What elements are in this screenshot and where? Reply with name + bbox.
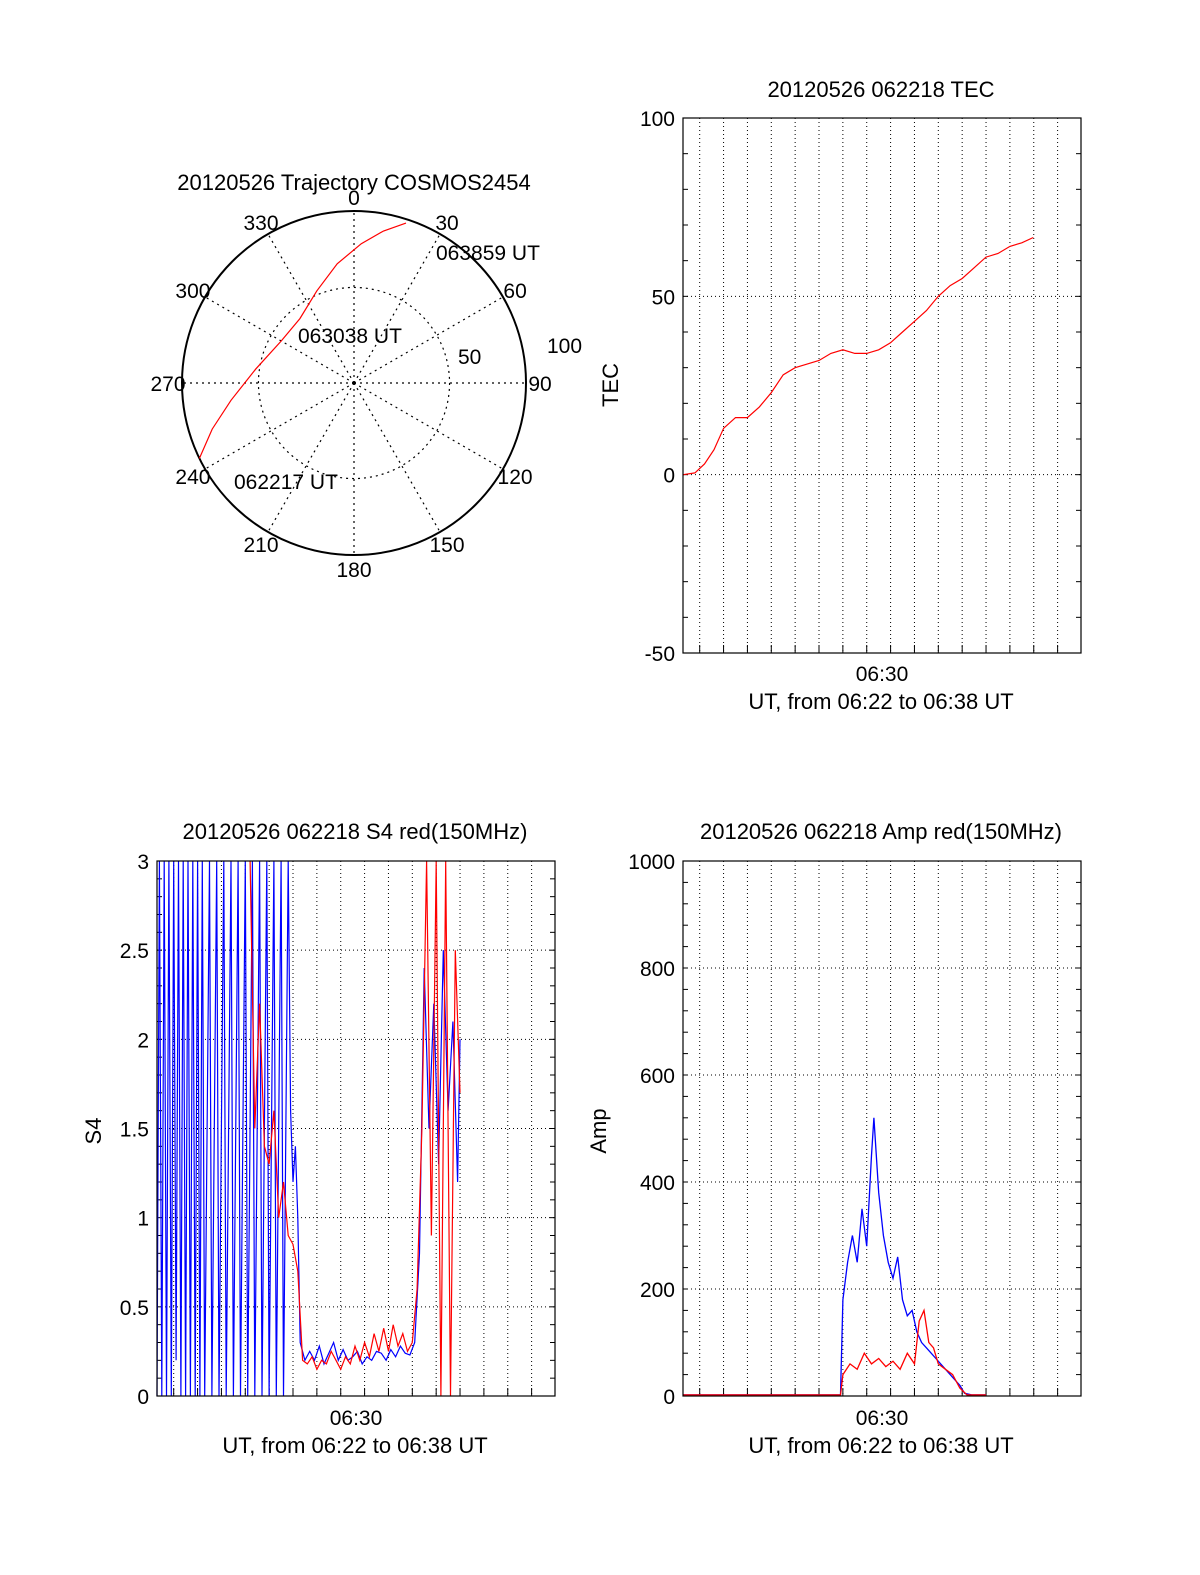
polar-spoke-210	[267, 382, 355, 533]
tec-ytick-label-3: 100	[640, 108, 675, 131]
tec-x-tick-label: 06:30	[856, 663, 909, 686]
tec-x-axis-label: UT, from 06:22 to 06:38 UT	[748, 689, 1013, 714]
s4-ytick-label-5: 2.5	[120, 940, 149, 963]
tec-title: 20120526 062218 TEC	[767, 77, 994, 102]
annotation-mid-time: 063038 UT	[298, 325, 402, 348]
trajectory-panel: 20120526 Trajectory COSMOS2454 0 30 60 90 12…	[150, 170, 582, 582]
tec-ytick-label-1: 0	[663, 465, 675, 488]
s4-ytick-label-4: 2	[137, 1029, 149, 1052]
s4-axes-frame	[156, 860, 556, 1397]
amp-ytick-label-3: 600	[640, 1065, 675, 1088]
polar-angle-label-300: 300	[175, 280, 210, 303]
polar-tick-labels: 0 30 60 90 120 150 180 210 240 270 300 330	[150, 187, 551, 582]
trajectory-title: 20120526 Trajectory COSMOS2454	[177, 170, 530, 195]
polar-angle-label-330: 330	[243, 212, 278, 235]
amp-x-axis-label: UT, from 06:22 to 06:38 UT	[748, 1433, 1013, 1458]
polar-angle-label-240: 240	[175, 466, 210, 489]
amp-axes-frame	[682, 860, 1082, 1397]
tec-ytick-label-2: 50	[652, 286, 675, 309]
s4-ytick-label-6: 3	[137, 851, 149, 874]
polar-angle-label-150: 150	[429, 534, 464, 557]
tec-y-tick-labels: -50 0 50 100	[640, 108, 675, 666]
s4-panel: 20120526 062218 S4 red(150MHz) 0 0.5 1 1.5 2…	[81, 819, 556, 1458]
s4-y-tick-labels: 0 0.5 1 1.5 2 2.5 3	[120, 851, 149, 1409]
amp-ytick-label-0: 0	[663, 1386, 675, 1409]
polar-spoke-150	[353, 382, 441, 533]
radial-label-50: 50	[458, 346, 481, 369]
s4-title: 20120526 062218 S4 red(150MHz)	[183, 819, 528, 844]
polar-spoke-120	[353, 382, 504, 470]
s4-ytick-label-1: 0.5	[120, 1297, 149, 1320]
polar-outer-circle	[181, 210, 527, 556]
polar-angle-label-210: 210	[243, 534, 278, 557]
amp-x-tick-label: 06:30	[856, 1407, 909, 1430]
annotation-end-time: 063859 UT	[436, 242, 540, 265]
polar-angle-label-180: 180	[336, 559, 371, 582]
amp-series-line-1	[683, 1308, 986, 1396]
tec-series-line	[682, 236, 1034, 476]
amp-y-axis-label: Amp	[586, 1108, 611, 1153]
amp-title: 20120526 062218 Amp red(150MHz)	[700, 819, 1062, 844]
polar-grid	[182, 211, 526, 555]
amp-ytick-label-5: 1000	[628, 851, 675, 874]
amp-ytick-label-2: 400	[640, 1172, 675, 1195]
s4-ytick-label-0: 0	[137, 1386, 149, 1409]
s4-x-axis-label: UT, from 06:22 to 06:38 UT	[222, 1433, 487, 1458]
tec-ytick-label-0: -50	[645, 643, 675, 666]
annotation-start-time: 062217 UT	[234, 471, 338, 494]
s4-series-line-1	[249, 860, 461, 1397]
tec-panel: 20120526 062218 TEC -50 0 50 100 06:30 UT, …	[598, 77, 1082, 714]
s4-ytick-label-2: 1	[137, 1208, 149, 1231]
trajectory-track	[198, 222, 407, 459]
polar-spoke-330	[267, 233, 355, 384]
amp-series-line-0	[683, 1117, 986, 1396]
amp-grid	[683, 860, 1081, 1397]
polar-spoke-240	[204, 382, 355, 470]
polar-angle-label-30: 30	[435, 212, 458, 235]
s4-series-group	[156, 860, 461, 1397]
polar-angle-label-60: 60	[503, 280, 526, 303]
amp-series-group	[683, 1117, 986, 1396]
s4-x-tick-label: 06:30	[330, 1407, 383, 1430]
polar-angle-label-270: 270	[150, 373, 185, 396]
amp-y-tick-labels: 0 200 400 600 800 1000	[628, 851, 675, 1409]
amp-panel: 20120526 062218 Amp red(150MHz) 0 200 400 6…	[586, 819, 1082, 1458]
tec-grid	[683, 117, 1081, 654]
s4-ytick-label-3: 1.5	[120, 1119, 149, 1142]
polar-spoke-300	[204, 296, 355, 384]
amp-ytick-label-4: 800	[640, 958, 675, 981]
s4-y-axis-label: S4	[81, 1118, 106, 1145]
polar-angle-label-90: 90	[528, 373, 551, 396]
tec-y-axis-label: TEC	[598, 363, 623, 407]
polar-angle-label-120: 120	[498, 466, 533, 489]
polar-spoke-60	[353, 296, 504, 384]
amp-ytick-label-1: 200	[640, 1279, 675, 1302]
polar-angle-label-0: 0	[348, 187, 360, 210]
polar-spoke-30	[353, 233, 441, 384]
radial-label-100: 100	[547, 335, 582, 358]
tec-axes-frame	[682, 117, 1082, 654]
